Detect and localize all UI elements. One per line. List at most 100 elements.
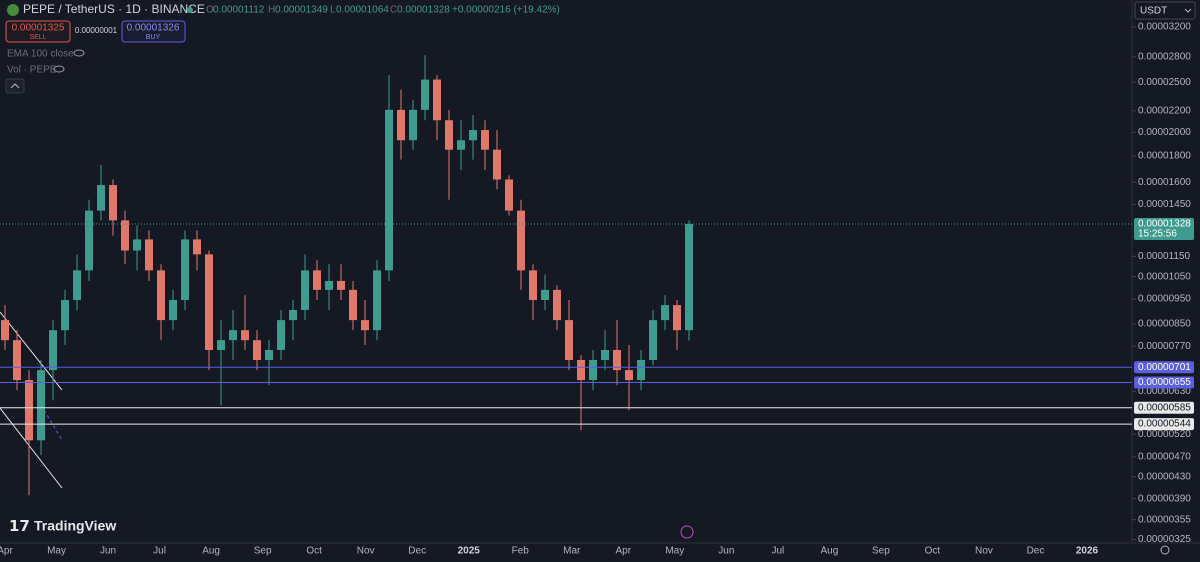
x-tick-label: Jul (771, 546, 784, 557)
ohlc-label: C (390, 5, 397, 16)
alert-icon[interactable] (680, 525, 694, 539)
x-tick-label: Sep (872, 546, 890, 557)
y-tick-label: 0.00001150 (1138, 251, 1191, 262)
x-tick-label: Nov (357, 546, 375, 557)
candle-body (193, 239, 201, 255)
candle-body (421, 79, 429, 110)
y-tick-label: 0.00001600 (1138, 177, 1191, 188)
candle-body (385, 109, 393, 271)
y-tick-label: 0.00000770 (1138, 341, 1191, 352)
candle-body (517, 210, 525, 271)
price-level-label: 0.00000701 (1138, 362, 1191, 373)
eye-icons[interactable] (53, 49, 85, 73)
candle-body (109, 185, 117, 221)
y-tick-label: 0.00000520 (1138, 429, 1191, 440)
currency-select[interactable] (1134, 1, 1196, 20)
sell-price[interactable]: 0.00001325 (12, 23, 65, 34)
x-tick-label: Sep (254, 546, 272, 557)
buy-price[interactable]: 0.00001326 (127, 23, 180, 34)
candle-body (277, 320, 285, 351)
y-tick-label: 0.00000390 (1138, 493, 1191, 504)
current-price-label: 0.00001328 (1138, 219, 1191, 230)
y-tick-label: 0.00001800 (1138, 151, 1191, 162)
candle-body (145, 239, 153, 271)
candle-body (493, 149, 501, 180)
x-tick-label: May (665, 546, 684, 557)
y-tick-label: 0.00001050 (1138, 271, 1191, 282)
indicator[interactable]: Vol · PEPE (7, 65, 57, 76)
candle-body (553, 289, 561, 321)
y-tick-label: 0.00000355 (1138, 514, 1191, 525)
candle-body (601, 350, 609, 360)
price-level-label: 0.00000544 (1138, 419, 1191, 430)
price-level-box (1134, 361, 1194, 374)
price-level-box (1134, 401, 1194, 414)
logo: TradingView (34, 518, 116, 534)
candle-body (409, 109, 417, 141)
currency[interactable]: USDT (1140, 6, 1167, 17)
x-tick-label: Apr (616, 546, 632, 557)
y-tick-label: 0.00002000 (1138, 127, 1191, 138)
sell-label[interactable]: SELL (29, 34, 46, 41)
current-price-box (1134, 218, 1194, 241)
candle-body (97, 185, 105, 211)
change: +0.00000216 (+19.42%) (452, 5, 560, 16)
candle-body (133, 239, 141, 251)
candle-body (433, 79, 441, 121)
candle-body (649, 320, 657, 360)
x-tick-label: Oct (306, 546, 322, 557)
buy-button[interactable] (121, 20, 186, 43)
candle-body (181, 239, 189, 301)
y-tick-label: 0.00000470 (1138, 451, 1191, 462)
candle-body (577, 359, 585, 381)
x-tick-label: Nov (975, 546, 993, 557)
candle-body (205, 254, 213, 351)
buy-label[interactable]: BUY (146, 34, 161, 41)
candle-body (505, 179, 513, 211)
candle-body (49, 330, 57, 371)
candle-body (121, 220, 129, 251)
collapse-button[interactable] (5, 78, 25, 94)
y-tick-label: 0.00002200 (1138, 106, 1191, 117)
x-tick-label: Aug (820, 546, 838, 557)
y-tick-label: 0.00000325 (1138, 534, 1191, 545)
indicator[interactable]: EMA 100 close (7, 49, 74, 60)
candle-body (373, 270, 381, 331)
symbol-icon[interactable] (7, 4, 19, 16)
y-tick-label: 0.00000630 (1138, 386, 1191, 397)
y-tick-label: 0.00002800 (1138, 51, 1191, 62)
candle-body (85, 210, 93, 271)
candle-body (289, 309, 297, 321)
plot: 0.00003200 0.00002800 0.00002500 0.00002200… (0, 22, 1194, 557)
y-tick-label: 0.00002500 (1138, 77, 1191, 88)
candle-body (529, 270, 537, 301)
candle-body (613, 350, 621, 371)
candle-body (61, 300, 69, 331)
candle-body (217, 340, 225, 351)
price-level-box (1134, 376, 1194, 389)
y-tick-label: 0.00001450 (1138, 199, 1191, 210)
candle-body (565, 320, 573, 360)
candle-body (157, 270, 165, 321)
candle-body (337, 280, 345, 290)
candle-body (229, 330, 237, 341)
candle-body (37, 370, 45, 441)
candle-body (457, 140, 465, 150)
y-tick-label: 0.00000430 (1138, 471, 1191, 482)
settings-icon[interactable] (1160, 545, 1170, 555)
x-tick-label: Dec (408, 546, 426, 557)
y-tick-label: 0.00000850 (1138, 319, 1191, 330)
x-tick-label: Dec (1027, 546, 1045, 557)
ohlc-value: 0.00001328 (397, 5, 450, 16)
sell-button[interactable] (5, 20, 71, 43)
symbol[interactable]: PEPE / TetherUS · 1D · BINANCE (23, 2, 205, 16)
candle-body (1, 320, 9, 341)
ohlc-value: 0.00001112 (213, 5, 265, 16)
ohlc-value: 0.00001349 (275, 5, 328, 16)
candle-body (265, 350, 273, 360)
candle-body (25, 380, 33, 441)
candle-body (13, 340, 21, 381)
candle-body (445, 120, 453, 150)
